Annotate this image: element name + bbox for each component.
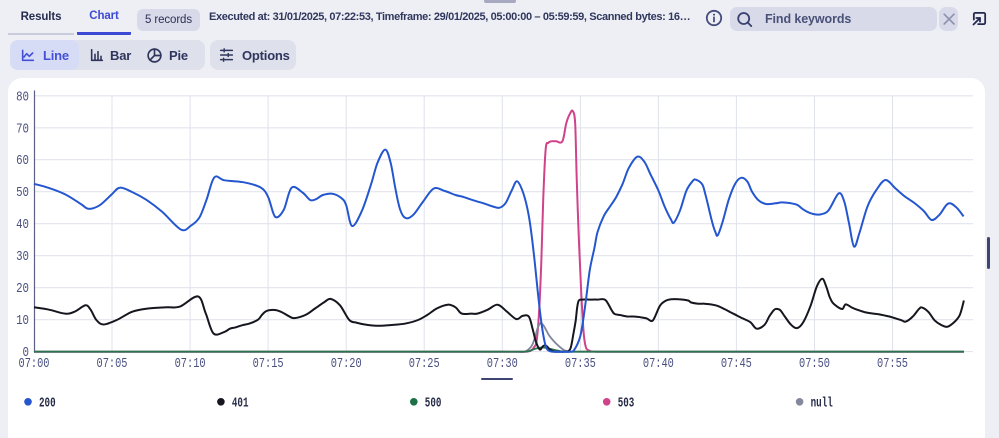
svg-text:60: 60 xyxy=(16,154,29,169)
svg-text:503: 503 xyxy=(618,396,635,411)
svg-text:70: 70 xyxy=(16,122,29,137)
svg-text:07:20: 07:20 xyxy=(331,357,362,372)
svg-text:07:45: 07:45 xyxy=(721,357,752,372)
svg-text:07:50: 07:50 xyxy=(799,357,830,372)
svg-text:20: 20 xyxy=(16,282,29,297)
svg-text:0: 0 xyxy=(23,346,30,361)
svg-text:50: 50 xyxy=(16,186,29,201)
svg-text:07:00: 07:00 xyxy=(19,357,50,372)
svg-text:null: null xyxy=(811,395,833,411)
svg-text:500: 500 xyxy=(425,396,442,411)
svg-text:07:25: 07:25 xyxy=(409,357,440,372)
svg-text:07:30: 07:30 xyxy=(487,357,518,372)
svg-text:07:35: 07:35 xyxy=(565,357,596,372)
svg-text:200: 200 xyxy=(39,396,56,411)
svg-text:07:55: 07:55 xyxy=(877,357,908,372)
svg-text:401: 401 xyxy=(232,396,249,411)
svg-text:10: 10 xyxy=(16,314,29,329)
svg-text:30: 30 xyxy=(16,250,29,265)
svg-text:07:15: 07:15 xyxy=(253,357,284,372)
svg-text:40: 40 xyxy=(16,218,29,233)
svg-text:07:40: 07:40 xyxy=(643,357,674,372)
svg-text:07:05: 07:05 xyxy=(97,357,128,372)
svg-text:80: 80 xyxy=(16,90,29,105)
svg-text:07:10: 07:10 xyxy=(175,357,206,372)
